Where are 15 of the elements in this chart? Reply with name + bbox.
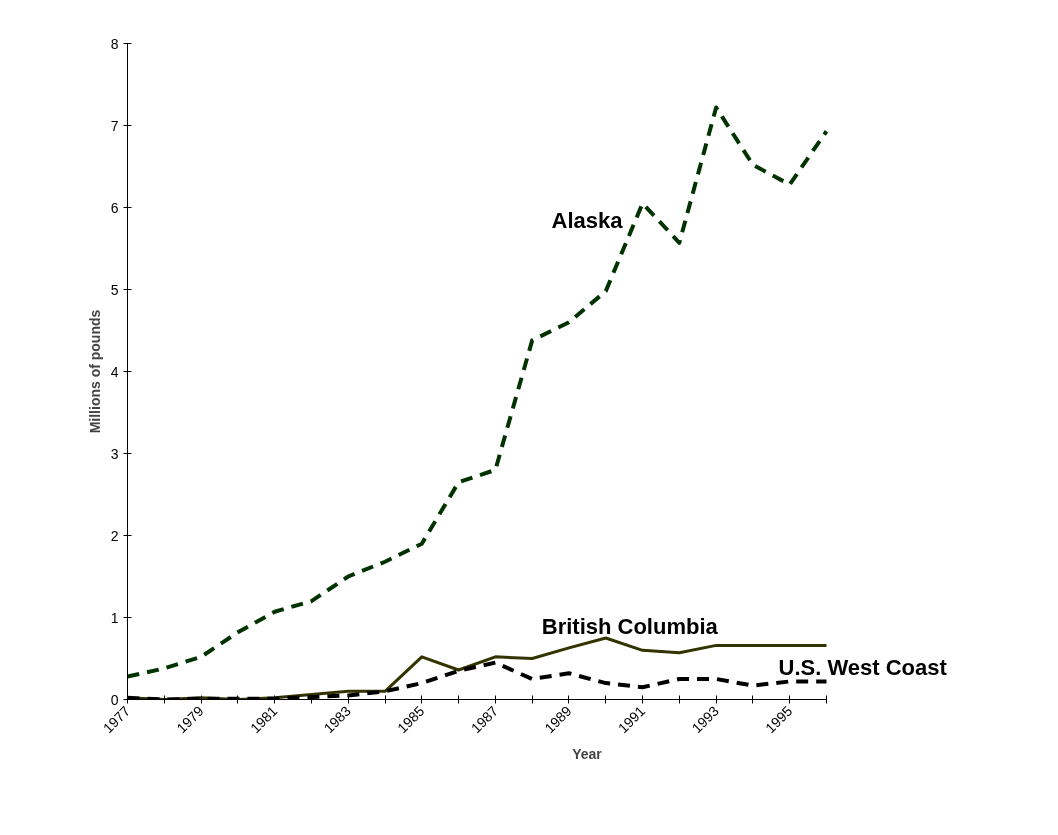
series-label: U.S. West Coast	[778, 654, 948, 680]
y-tick-label: 6	[110, 199, 119, 216]
y-tick-label: 1	[110, 609, 119, 626]
y-tick-label: 4	[110, 363, 119, 380]
y-tick-label: 7	[110, 117, 119, 134]
y-tick-label: 0	[110, 691, 119, 708]
y-tick-label: 3	[110, 445, 119, 462]
y-tick-label: 5	[110, 281, 119, 298]
series-label: Alaska	[551, 207, 624, 233]
x-axis-title: Year	[572, 745, 603, 762]
y-tick-label: 8	[110, 35, 119, 52]
y-tick-label: 2	[110, 527, 119, 544]
y-axis-title: Millions of pounds	[86, 309, 103, 434]
line-series	[127, 105, 829, 679]
series-label: British Columbia	[541, 613, 719, 639]
